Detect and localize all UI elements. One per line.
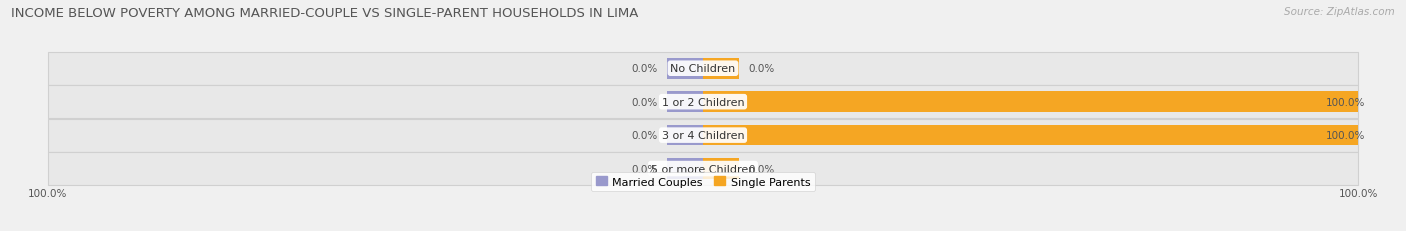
Bar: [703, 125, 1358, 146]
Bar: [48, 152, 1358, 185]
Bar: [666, 59, 703, 79]
Text: 0.0%: 0.0%: [631, 64, 657, 74]
Text: 1 or 2 Children: 1 or 2 Children: [662, 97, 744, 107]
Text: 0.0%: 0.0%: [749, 164, 775, 174]
Text: Source: ZipAtlas.com: Source: ZipAtlas.com: [1284, 7, 1395, 17]
Bar: [48, 86, 1358, 119]
Bar: [703, 92, 1358, 112]
Text: 0.0%: 0.0%: [749, 64, 775, 74]
Text: 3 or 4 Children: 3 or 4 Children: [662, 131, 744, 140]
Text: 0.0%: 0.0%: [631, 164, 657, 174]
Bar: [703, 158, 740, 179]
Legend: Married Couples, Single Parents: Married Couples, Single Parents: [592, 172, 814, 191]
Text: 0.0%: 0.0%: [631, 97, 657, 107]
Bar: [666, 92, 703, 112]
Bar: [703, 59, 740, 79]
Bar: [666, 158, 703, 179]
Text: No Children: No Children: [671, 64, 735, 74]
Bar: [48, 119, 1358, 152]
Text: 0.0%: 0.0%: [631, 131, 657, 140]
Text: 100.0%: 100.0%: [1326, 97, 1365, 107]
Text: 100.0%: 100.0%: [28, 188, 67, 198]
Text: INCOME BELOW POVERTY AMONG MARRIED-COUPLE VS SINGLE-PARENT HOUSEHOLDS IN LIMA: INCOME BELOW POVERTY AMONG MARRIED-COUPL…: [11, 7, 638, 20]
Text: 100.0%: 100.0%: [1339, 188, 1378, 198]
Text: 100.0%: 100.0%: [1326, 131, 1365, 140]
Bar: [48, 53, 1358, 85]
Bar: [666, 125, 703, 146]
Text: 5 or more Children: 5 or more Children: [651, 164, 755, 174]
